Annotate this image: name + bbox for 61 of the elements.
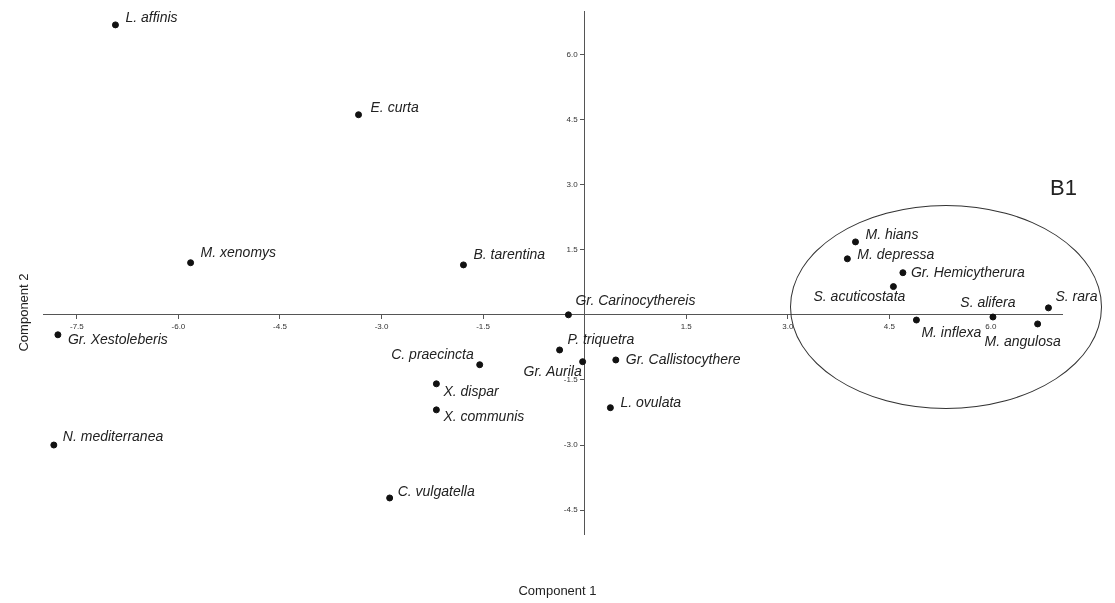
annotation: M. inflexa (921, 323, 982, 340)
point (843, 255, 851, 263)
point (851, 238, 859, 246)
x-tick-label: 3.0 (782, 321, 794, 331)
annotation: M. angulosa (984, 332, 1061, 349)
annotation: N. mediterranea (62, 427, 164, 444)
y-tick-label: -1.5 (563, 375, 579, 385)
point (899, 269, 907, 277)
y-tick-label: 6.0 (566, 49, 579, 59)
point (564, 311, 572, 319)
annotation: M. xenomys (200, 243, 277, 260)
point (1034, 320, 1042, 328)
point (989, 313, 997, 321)
point (432, 406, 440, 414)
point (556, 346, 564, 354)
point (476, 361, 484, 369)
annotation: C. vulgatella (397, 482, 475, 499)
y-tick-label: 3.0 (566, 179, 579, 189)
annotation: B1 (1050, 175, 1077, 201)
point (612, 356, 620, 364)
point (432, 380, 440, 388)
annotation: Gr. Hemicytherura (910, 263, 1025, 280)
annotation: Gr. Xestoleberis (67, 330, 168, 347)
annotation: L. affinis (125, 8, 178, 25)
y-axis-title: Component 2 (15, 272, 31, 354)
y-tick-label: 1.5 (566, 244, 579, 254)
annotation: X. communis (442, 407, 525, 424)
point (606, 404, 614, 412)
x-tick-label: -3.0 (374, 321, 389, 331)
x-tick-label: -4.5 (273, 321, 288, 331)
annotation: M. depressa (857, 245, 935, 262)
x-tick-label: -1.5 (476, 321, 491, 331)
annotation: S. rara (1055, 287, 1098, 304)
y-tick-label: 4.5 (566, 114, 579, 124)
annotation: S. alifera (960, 293, 1016, 310)
point (386, 494, 394, 502)
annotation: X. dispar (442, 382, 500, 399)
x-tick-label: -7.5 (69, 321, 85, 331)
x-tick-label: 1.5 (680, 321, 693, 331)
x-axis-title: Component 1 (517, 583, 598, 598)
point (579, 358, 587, 366)
annotation: M. hians (865, 225, 919, 242)
x-tick-label: 6.0 (985, 321, 998, 331)
point (912, 316, 920, 324)
point (54, 331, 62, 339)
annotation: S. acuticostata (813, 288, 906, 305)
annotation: L. ovulata (620, 393, 682, 410)
annotation: B. tarentina (473, 245, 546, 262)
point (187, 259, 195, 267)
point (50, 441, 58, 449)
point (111, 21, 119, 29)
point (1044, 304, 1052, 312)
y-tick-label: -3.0 (563, 440, 579, 450)
point (355, 111, 363, 119)
x-tick-label: -6.0 (171, 321, 186, 331)
y-tick-label: -4.5 (563, 505, 579, 515)
annotation: C. praecincta (391, 345, 474, 362)
annotation: Gr. Callistocythere (625, 350, 741, 367)
annotation: E. curta (370, 98, 419, 115)
x-tick-label: 4.5 (883, 321, 896, 331)
point (459, 261, 467, 269)
